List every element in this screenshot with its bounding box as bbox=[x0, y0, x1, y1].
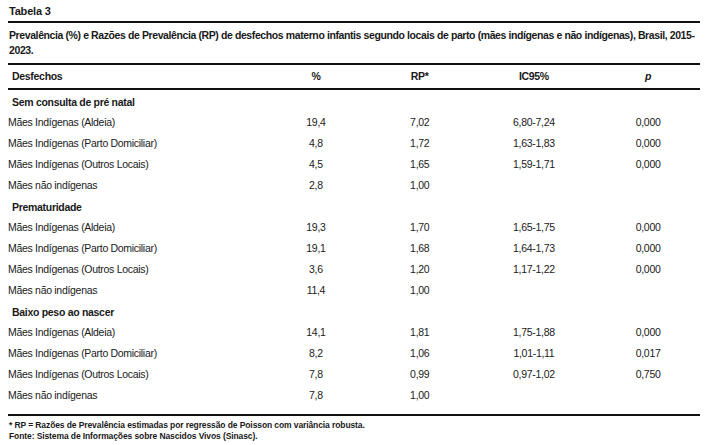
cell-p-value: 0,000 bbox=[596, 258, 700, 279]
table-header: Desfechos % RP* IC95% p bbox=[8, 64, 700, 89]
row-label: Mães não indígenas bbox=[8, 384, 264, 414]
cell-rp: 1,00 bbox=[368, 174, 472, 195]
table-row: Mães Indígenas (Aldeia)14,11,811,75-1,88… bbox=[8, 321, 700, 342]
row-label: Mães Indígenas (Aldeia) bbox=[8, 111, 264, 132]
row-label: Mães não indígenas bbox=[8, 279, 264, 300]
row-label: Mães Indígenas (Aldeia) bbox=[8, 321, 264, 342]
cell-percent: 4,5 bbox=[264, 153, 368, 174]
data-table: Desfechos % RP* IC95% p Sem consulta de … bbox=[8, 63, 700, 414]
cell-ci95: 1,63-1,83 bbox=[472, 132, 597, 153]
table-row: Mães Indígenas (Parto Domiciliar)8,21,06… bbox=[8, 342, 700, 363]
section-label: Sem consulta de pré natal bbox=[8, 89, 700, 111]
row-label: Mães Indígenas (Outros Locais) bbox=[8, 363, 264, 384]
cell-percent: 19,4 bbox=[264, 111, 368, 132]
row-label: Mães Indígenas (Parto Domiciliar) bbox=[8, 342, 264, 363]
row-label: Mães Indígenas (Parto Domiciliar) bbox=[8, 237, 264, 258]
row-label: Mães Indígenas (Aldeia) bbox=[8, 216, 264, 237]
cell-percent: 19,3 bbox=[264, 216, 368, 237]
table-row: Mães não indígenas7,81,00 bbox=[8, 384, 700, 414]
footnotes: * RP = Razões de Prevalência estimadas p… bbox=[8, 416, 700, 443]
cell-rp: 1,68 bbox=[368, 237, 472, 258]
cell-percent: 7,8 bbox=[264, 363, 368, 384]
cell-rp: 0,99 bbox=[368, 363, 472, 384]
section-label: Baixo peso ao nascer bbox=[8, 300, 700, 321]
row-label: Mães Indígenas (Outros Locais) bbox=[8, 258, 264, 279]
table-row: Mães não indígenas2,81,00 bbox=[8, 174, 700, 195]
table-row: Mães Indígenas (Parto Domiciliar)4,81,72… bbox=[8, 132, 700, 153]
cell-rp: 1,70 bbox=[368, 216, 472, 237]
row-label: Mães Indígenas (Parto Domiciliar) bbox=[8, 132, 264, 153]
table-row: Mães Indígenas (Aldeia)19,47,026,80-7,24… bbox=[8, 111, 700, 132]
cell-p-value: 0,000 bbox=[596, 132, 700, 153]
table-row: Mães Indígenas (Outros Locais)4,51,651,5… bbox=[8, 153, 700, 174]
table-row: Mães Indígenas (Outros Locais)3,61,201,1… bbox=[8, 258, 700, 279]
table-section-row: Sem consulta de pré natal bbox=[8, 89, 700, 111]
cell-rp: 1,20 bbox=[368, 258, 472, 279]
cell-p-value: 0,000 bbox=[596, 153, 700, 174]
table-section-row: Baixo peso ao nascer bbox=[8, 300, 700, 321]
header-row: Desfechos % RP* IC95% p bbox=[8, 64, 700, 89]
column-header-desfechos: Desfechos bbox=[8, 64, 264, 89]
table-row: Mães Indígenas (Aldeia)19,31,701,65-1,75… bbox=[8, 216, 700, 237]
cell-percent: 2,8 bbox=[264, 174, 368, 195]
cell-ci95 bbox=[472, 174, 597, 195]
column-header-ic95: IC95% bbox=[472, 64, 597, 89]
cell-p-value: 0,017 bbox=[596, 342, 700, 363]
cell-ci95 bbox=[472, 384, 597, 414]
section-label: Prematuridade bbox=[8, 195, 700, 216]
table-caption: Prevalência (%) e Razões de Prevalência … bbox=[8, 23, 700, 63]
cell-rp: 1,81 bbox=[368, 321, 472, 342]
cell-percent: 3,6 bbox=[264, 258, 368, 279]
cell-ci95: 1,01-1,11 bbox=[472, 342, 597, 363]
table-row: Mães Indígenas (Parto Domiciliar)19,11,6… bbox=[8, 237, 700, 258]
cell-rp: 7,02 bbox=[368, 111, 472, 132]
cell-percent: 8,2 bbox=[264, 342, 368, 363]
table-body: Sem consulta de pré natalMães Indígenas … bbox=[8, 89, 700, 414]
row-label: Mães não indígenas bbox=[8, 174, 264, 195]
cell-ci95: 0,97-1,02 bbox=[472, 363, 597, 384]
footnote-source: Fonte: Sistema de Informações sobre Nasc… bbox=[9, 431, 700, 443]
cell-ci95 bbox=[472, 279, 597, 300]
row-label: Mães Indígenas (Outros Locais) bbox=[8, 153, 264, 174]
cell-percent: 19,1 bbox=[264, 237, 368, 258]
cell-ci95: 1,65-1,75 bbox=[472, 216, 597, 237]
table-number-title: Tabela 3 bbox=[8, 2, 700, 21]
column-header-rp: RP* bbox=[368, 64, 472, 89]
cell-ci95: 1,59-1,71 bbox=[472, 153, 597, 174]
cell-rp: 1,06 bbox=[368, 342, 472, 363]
paper-table-page: Tabela 3 Prevalência (%) e Razões de Pre… bbox=[0, 0, 708, 445]
cell-p-value bbox=[596, 279, 700, 300]
cell-percent: 4,8 bbox=[264, 132, 368, 153]
cell-p-value bbox=[596, 384, 700, 414]
cell-ci95: 6,80-7,24 bbox=[472, 111, 597, 132]
column-header-percent: % bbox=[264, 64, 368, 89]
cell-rp: 1,00 bbox=[368, 384, 472, 414]
table-row: Mães não indígenas11,41,00 bbox=[8, 279, 700, 300]
table-row: Mães Indígenas (Outros Locais)7,80,990,9… bbox=[8, 363, 700, 384]
cell-percent: 14,1 bbox=[264, 321, 368, 342]
cell-p-value: 0,000 bbox=[596, 237, 700, 258]
cell-rp: 1,65 bbox=[368, 153, 472, 174]
cell-percent: 7,8 bbox=[264, 384, 368, 414]
cell-percent: 11,4 bbox=[264, 279, 368, 300]
cell-p-value: 0,000 bbox=[596, 216, 700, 237]
table-section-row: Prematuridade bbox=[8, 195, 700, 216]
cell-ci95: 1,75-1,88 bbox=[472, 321, 597, 342]
cell-p-value: 0,000 bbox=[596, 321, 700, 342]
cell-p-value: 0,750 bbox=[596, 363, 700, 384]
cell-ci95: 1,64-1,73 bbox=[472, 237, 597, 258]
cell-rp: 1,00 bbox=[368, 279, 472, 300]
footnote-rp-definition: * RP = Razões de Prevalência estimadas p… bbox=[9, 420, 700, 432]
cell-p-value: 0,000 bbox=[596, 111, 700, 132]
cell-p-value bbox=[596, 174, 700, 195]
column-header-p: p bbox=[596, 64, 700, 89]
cell-ci95: 1,17-1,22 bbox=[472, 258, 597, 279]
cell-rp: 1,72 bbox=[368, 132, 472, 153]
